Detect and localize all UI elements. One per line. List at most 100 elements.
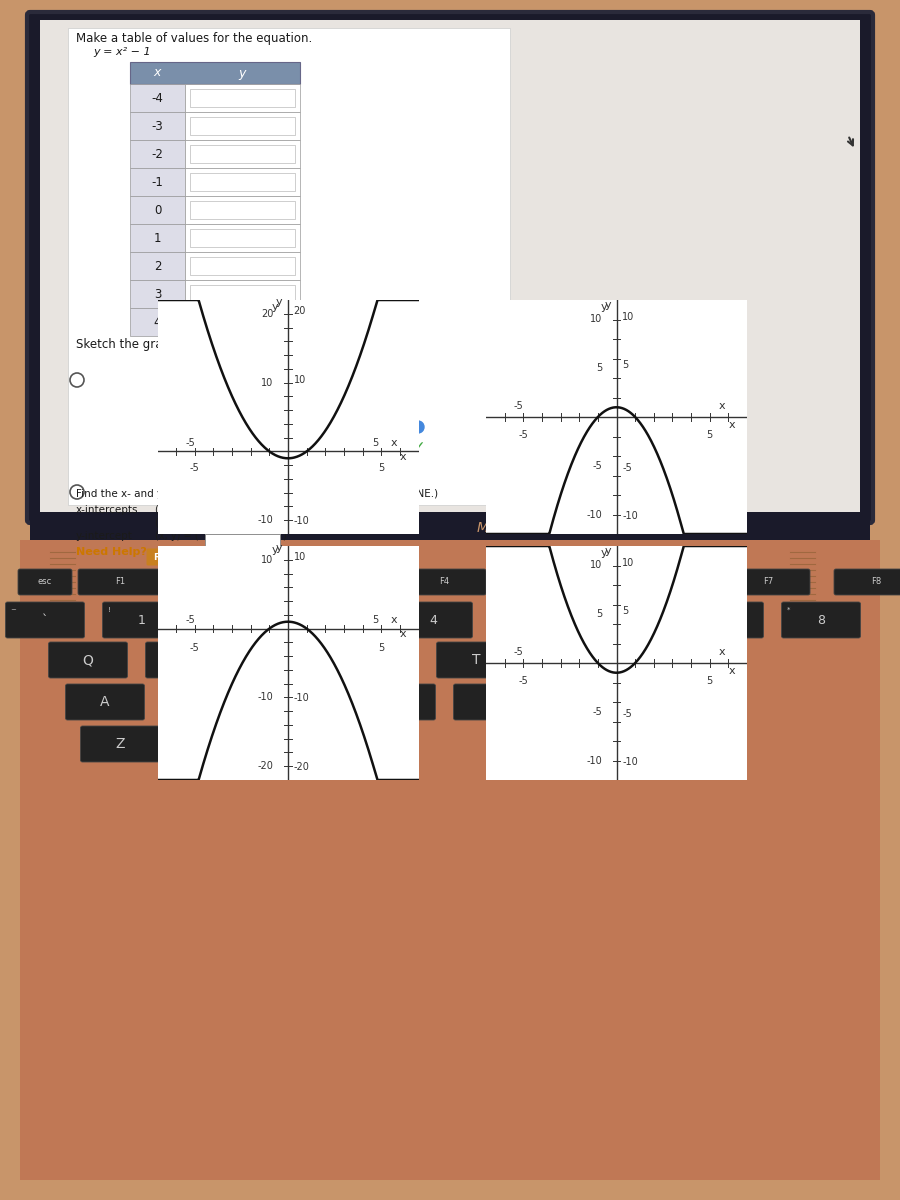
FancyBboxPatch shape bbox=[185, 252, 300, 280]
Text: 2: 2 bbox=[235, 613, 243, 626]
FancyBboxPatch shape bbox=[259, 684, 338, 720]
Text: 5: 5 bbox=[622, 360, 628, 371]
FancyBboxPatch shape bbox=[631, 642, 709, 678]
FancyBboxPatch shape bbox=[205, 508, 280, 521]
FancyBboxPatch shape bbox=[146, 642, 224, 678]
FancyBboxPatch shape bbox=[205, 534, 280, 547]
FancyBboxPatch shape bbox=[130, 308, 185, 336]
Text: -10: -10 bbox=[293, 692, 310, 703]
FancyBboxPatch shape bbox=[68, 28, 510, 505]
FancyBboxPatch shape bbox=[18, 569, 72, 595]
Text: esc: esc bbox=[38, 577, 52, 587]
FancyBboxPatch shape bbox=[190, 145, 295, 163]
Text: -10: -10 bbox=[293, 516, 310, 526]
Text: -10: -10 bbox=[258, 692, 274, 702]
FancyBboxPatch shape bbox=[491, 602, 570, 638]
FancyBboxPatch shape bbox=[185, 168, 300, 196]
Text: *: * bbox=[787, 607, 790, 613]
FancyBboxPatch shape bbox=[296, 602, 375, 638]
FancyBboxPatch shape bbox=[294, 569, 378, 595]
Text: y: y bbox=[275, 296, 283, 307]
Text: U: U bbox=[665, 653, 675, 667]
FancyBboxPatch shape bbox=[130, 252, 185, 280]
Text: Watch It: Watch It bbox=[204, 552, 248, 562]
FancyBboxPatch shape bbox=[726, 569, 810, 595]
Text: R: R bbox=[374, 653, 383, 667]
FancyBboxPatch shape bbox=[356, 684, 436, 720]
FancyBboxPatch shape bbox=[130, 140, 185, 168]
FancyBboxPatch shape bbox=[190, 284, 295, 302]
Text: A: A bbox=[100, 695, 110, 709]
FancyBboxPatch shape bbox=[30, 510, 870, 540]
Text: -3: -3 bbox=[151, 120, 164, 132]
Text: -5: -5 bbox=[592, 707, 602, 716]
Text: 8: 8 bbox=[817, 613, 825, 626]
Text: y = x² − 1: y = x² − 1 bbox=[93, 47, 150, 56]
FancyBboxPatch shape bbox=[147, 548, 197, 565]
Text: 5: 5 bbox=[372, 438, 378, 448]
Text: (x, y) = (: (x, y) = ( bbox=[155, 505, 199, 515]
FancyBboxPatch shape bbox=[510, 569, 594, 595]
FancyBboxPatch shape bbox=[177, 726, 256, 762]
Text: x-intercepts: x-intercepts bbox=[76, 505, 139, 515]
Text: y: y bbox=[604, 300, 611, 310]
Text: 10: 10 bbox=[293, 552, 306, 562]
FancyBboxPatch shape bbox=[163, 684, 241, 720]
Text: F7: F7 bbox=[763, 577, 773, 587]
Text: 3: 3 bbox=[154, 288, 161, 300]
FancyBboxPatch shape bbox=[588, 602, 667, 638]
Text: T: T bbox=[472, 653, 481, 667]
Text: -20: -20 bbox=[257, 761, 274, 772]
Text: H: H bbox=[585, 695, 595, 709]
Text: X: X bbox=[212, 737, 221, 751]
Text: y: y bbox=[272, 545, 279, 554]
Text: 10: 10 bbox=[261, 378, 274, 388]
FancyBboxPatch shape bbox=[190, 257, 295, 275]
FancyBboxPatch shape bbox=[190, 313, 295, 331]
Text: )  (larger x-value): ) (larger x-value) bbox=[282, 518, 367, 528]
Text: ): ) bbox=[282, 530, 286, 541]
Text: (x, y) = (: (x, y) = ( bbox=[155, 518, 199, 528]
Text: D: D bbox=[293, 695, 304, 709]
FancyBboxPatch shape bbox=[339, 642, 418, 678]
Text: y: y bbox=[272, 302, 279, 312]
Text: 5: 5 bbox=[622, 606, 628, 617]
Text: Y: Y bbox=[569, 653, 577, 667]
FancyBboxPatch shape bbox=[534, 642, 613, 678]
FancyBboxPatch shape bbox=[130, 280, 185, 308]
Text: 4: 4 bbox=[429, 613, 436, 626]
FancyBboxPatch shape bbox=[27, 12, 873, 523]
Text: F8: F8 bbox=[871, 577, 881, 587]
Text: J: J bbox=[685, 695, 689, 709]
Text: -5: -5 bbox=[592, 461, 602, 470]
Text: x: x bbox=[728, 666, 735, 676]
Text: -5: -5 bbox=[185, 616, 195, 625]
Text: 20: 20 bbox=[293, 306, 306, 316]
FancyBboxPatch shape bbox=[205, 521, 280, 534]
Text: F: F bbox=[392, 695, 400, 709]
Text: Find the x- and y-intercepts. (If an answer does not exist, enter DNE.): Find the x- and y-intercepts. (If an ans… bbox=[76, 490, 438, 499]
Text: $: $ bbox=[399, 607, 403, 613]
Text: 5: 5 bbox=[706, 430, 713, 440]
FancyBboxPatch shape bbox=[402, 569, 486, 595]
FancyBboxPatch shape bbox=[78, 569, 162, 595]
FancyBboxPatch shape bbox=[49, 642, 128, 678]
Text: -5: -5 bbox=[622, 709, 632, 719]
Text: F3: F3 bbox=[331, 577, 341, 587]
Text: &: & bbox=[689, 607, 695, 613]
Text: -5: -5 bbox=[190, 462, 200, 473]
Text: Read It: Read It bbox=[154, 552, 190, 562]
Text: E: E bbox=[277, 653, 286, 667]
Text: 5: 5 bbox=[706, 676, 713, 686]
Text: -10: -10 bbox=[587, 756, 602, 766]
Text: 10: 10 bbox=[622, 312, 634, 322]
FancyBboxPatch shape bbox=[185, 140, 300, 168]
FancyBboxPatch shape bbox=[618, 569, 702, 595]
Text: F6: F6 bbox=[655, 577, 665, 587]
FancyBboxPatch shape bbox=[185, 196, 300, 224]
Text: MacBook Air: MacBook Air bbox=[477, 521, 563, 535]
Text: -5: -5 bbox=[514, 401, 524, 412]
FancyBboxPatch shape bbox=[647, 684, 726, 720]
Text: F5: F5 bbox=[547, 577, 557, 587]
Text: 5: 5 bbox=[596, 610, 602, 619]
